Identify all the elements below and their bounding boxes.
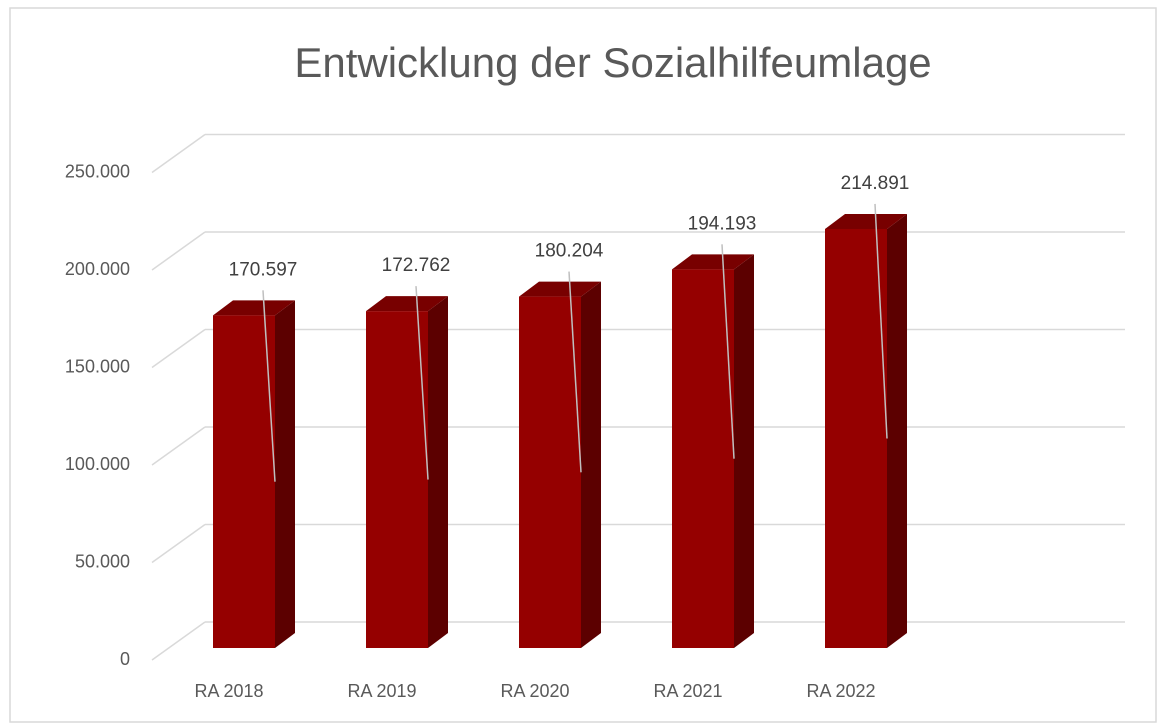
bar-top bbox=[519, 281, 601, 297]
grid-line bbox=[151, 523, 206, 564]
x-tick-label: RA 2022 bbox=[806, 681, 875, 701]
x-tick-label: RA 2020 bbox=[500, 681, 569, 701]
leader-line bbox=[874, 203, 888, 439]
data-label: 180.204 bbox=[535, 241, 604, 262]
x-tick-label: RA 2019 bbox=[347, 681, 416, 701]
leader-line bbox=[568, 271, 582, 473]
chart-title: Entwicklung der Sozialhilfeumlage bbox=[294, 39, 931, 86]
bar-side bbox=[275, 300, 295, 648]
bar bbox=[519, 296, 581, 648]
bar-top bbox=[672, 254, 754, 270]
data-label: 170.597 bbox=[229, 259, 298, 280]
x-tick-label: RA 2018 bbox=[194, 681, 263, 701]
y-tick-label: 50.000 bbox=[75, 551, 130, 571]
bar bbox=[825, 228, 887, 648]
y-tick-label: 250.000 bbox=[65, 161, 130, 181]
y-tick-label: 0 bbox=[120, 649, 130, 669]
bar-top bbox=[366, 296, 448, 312]
data-label: 172.762 bbox=[382, 255, 451, 276]
grid-line bbox=[151, 328, 206, 369]
grid-line bbox=[151, 621, 206, 661]
bar-side bbox=[734, 254, 754, 648]
leader-line bbox=[415, 286, 429, 480]
grid-line bbox=[151, 133, 206, 174]
grid-line bbox=[151, 426, 206, 466]
y-tick-label: 200.000 bbox=[65, 259, 130, 279]
y-tick-label: 150.000 bbox=[65, 356, 130, 376]
x-tick-label: RA 2021 bbox=[653, 681, 722, 701]
y-tick-label: 100.000 bbox=[65, 454, 130, 474]
data-label: 214.891 bbox=[841, 173, 910, 194]
bar-top bbox=[825, 213, 907, 229]
bar bbox=[213, 315, 275, 648]
bar bbox=[366, 311, 428, 648]
leader-line bbox=[721, 244, 735, 459]
leader-line bbox=[262, 290, 276, 482]
bar-side bbox=[887, 213, 907, 648]
bar-top bbox=[213, 300, 295, 316]
bar-side bbox=[581, 281, 601, 648]
data-label: 194.193 bbox=[688, 213, 757, 234]
grid-line bbox=[151, 231, 206, 271]
bar bbox=[672, 269, 734, 648]
bar-side bbox=[428, 296, 448, 648]
